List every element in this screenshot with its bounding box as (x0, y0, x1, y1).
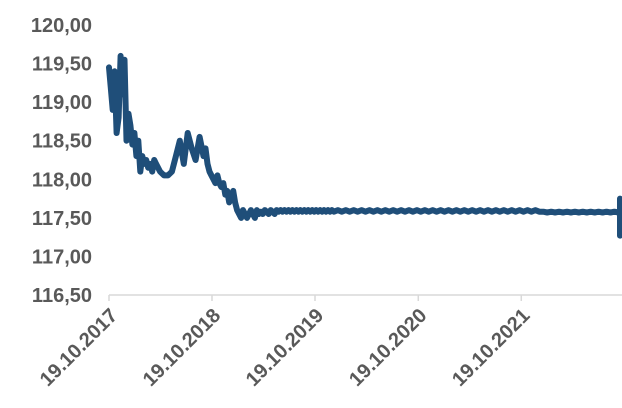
y-tick-label: 119,00 (32, 92, 92, 114)
x-tick-label: 19.10.2017 (36, 305, 122, 391)
x-axis-tick-labels: 19.10.2017 19.10.2018 19.10.2019 19.10.2020… (36, 305, 535, 391)
x-tick-label: 19.10.2019 (242, 305, 328, 391)
y-tick-label: 117,50 (32, 208, 92, 230)
y-tick-label: 116,50 (32, 285, 92, 307)
y-tick-label: 118,00 (32, 169, 92, 191)
x-axis-tick-marks (108, 295, 523, 301)
y-tick-label: 118,50 (32, 131, 92, 153)
x-tick-label: 19.10.2021 (448, 305, 534, 391)
y-axis-tick-labels: 116,50 117,00 117,50 118,00 118,50 119,00 119,… (31, 15, 92, 307)
y-tick-label: 120,00 (31, 15, 92, 37)
y-tick-label: 117,00 (32, 246, 92, 268)
y-tick-label: 119,50 (32, 54, 92, 76)
series-line (106, 52, 622, 239)
x-tick-label: 19.10.2018 (139, 305, 225, 391)
x-tick-label: 19.10.2020 (345, 305, 431, 391)
